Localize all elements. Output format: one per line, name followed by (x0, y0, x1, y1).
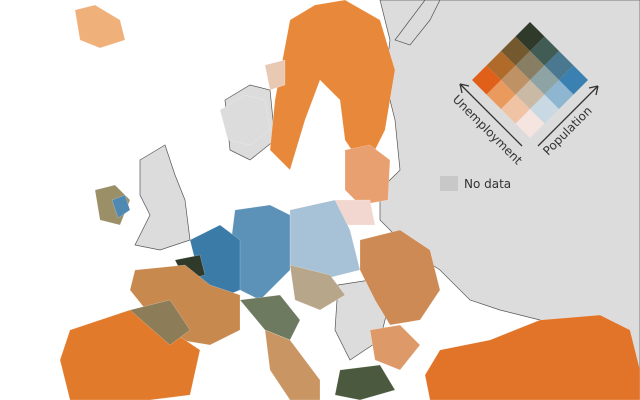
region (264, 59, 286, 91)
region (334, 364, 396, 400)
region (129, 299, 191, 346)
eu-regions (59, 0, 640, 400)
legend-arrowhead (459, 83, 470, 94)
region (269, 0, 396, 171)
region (239, 294, 301, 341)
legend-arrowhead (588, 85, 599, 96)
no-data-swatch (440, 176, 458, 191)
region (289, 264, 346, 311)
legend-arrow (459, 83, 523, 147)
legend-grid (472, 22, 588, 138)
region (129, 264, 241, 346)
region (264, 329, 321, 400)
region (111, 194, 131, 219)
region (359, 229, 441, 326)
region (424, 314, 640, 400)
land (134, 144, 191, 251)
legend-cell (515, 22, 545, 51)
region (219, 94, 271, 146)
land (394, 0, 441, 46)
no-data-label: No data (464, 177, 511, 191)
land (379, 0, 640, 400)
region (344, 144, 391, 206)
legend-arrow (537, 85, 599, 147)
region (74, 4, 126, 49)
region (369, 324, 421, 371)
